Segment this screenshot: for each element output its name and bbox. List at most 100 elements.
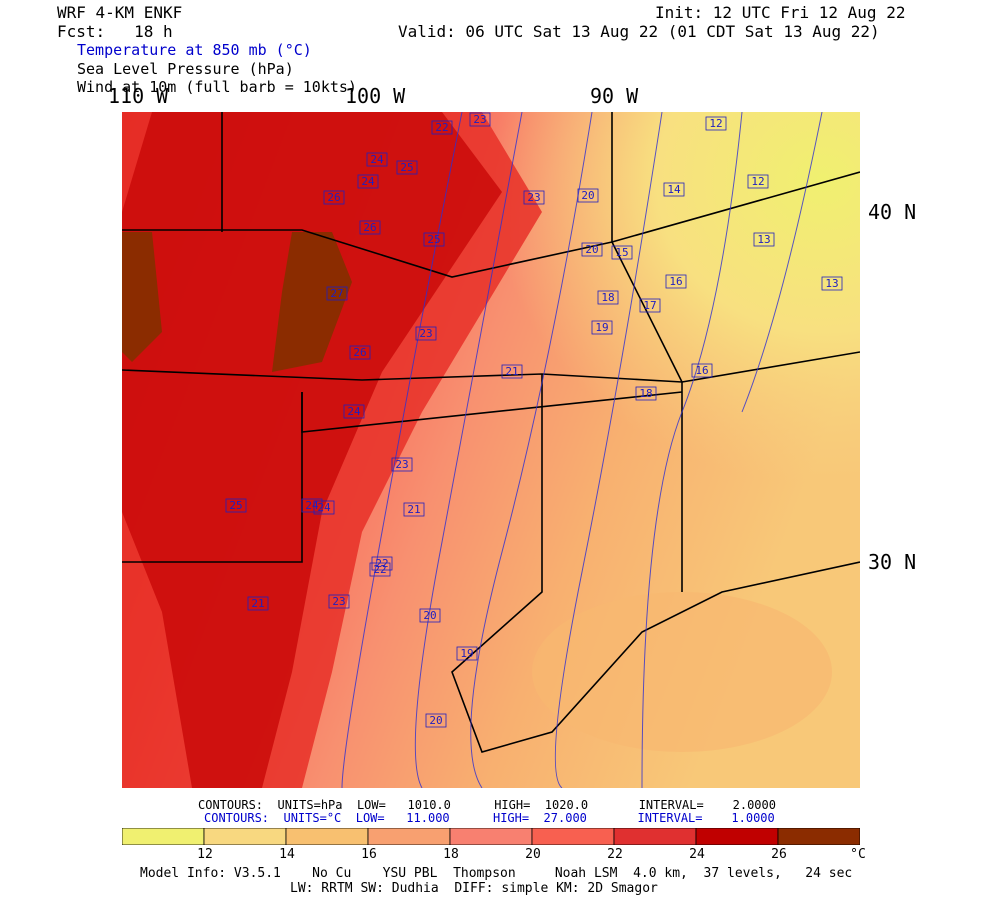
colorbar-swatch (531, 828, 615, 845)
contour-info-temperature: CONTOURS: UNITS=°C LOW= 11.000 HIGH= 27.… (204, 811, 775, 825)
isotherm-label: 24 (305, 499, 319, 512)
isotherm-label-box (597, 290, 619, 305)
isotherm-label: 24 (370, 153, 384, 166)
colorbar-swatch (367, 828, 451, 845)
isotherm-label: 23 (527, 191, 540, 204)
model-info: Model Info: V3.5.1 No Cu YSU PBL Thompso… (140, 866, 853, 881)
isotherm-label: 20 (429, 714, 442, 727)
isotherm-label-box (665, 274, 687, 289)
colorbar-swatch (449, 828, 533, 845)
isotherm-label: 22 (435, 121, 448, 134)
isotherm-label: 19 (460, 647, 473, 660)
isotherm-label-box (359, 220, 381, 235)
isotherm-label: 26 (353, 346, 366, 359)
lat-label-30n: 30 N (868, 550, 917, 574)
isotherm-label: 19 (595, 321, 608, 334)
isotherm-label: 20 (585, 243, 598, 256)
colorbar-tick-26: 26 (771, 847, 787, 862)
isotherm-label: 21 (407, 503, 420, 516)
lon-label-90w: 90 W (590, 84, 639, 108)
lon-label-110w: 110 W (108, 84, 169, 108)
isotherm-label: 24 (347, 405, 361, 418)
isotherm-label: 18 (639, 387, 652, 400)
isotherm-label: 23 (332, 595, 345, 608)
isotherm-label-box (328, 594, 350, 609)
isotherm-label-box (313, 500, 335, 515)
isotherm-label: 25 (400, 161, 413, 174)
isotherm-label: 13 (825, 277, 838, 290)
isotherm-label-box (415, 326, 437, 341)
isotherm-label-box (639, 298, 661, 313)
colorbar-swatch (613, 828, 697, 845)
isotherm-label-box (326, 286, 348, 301)
isotherm-label-box (366, 152, 388, 167)
isotherm-label: 27 (330, 287, 343, 300)
field-wind: Wind at 10m (full barb = 10kts) (77, 78, 357, 96)
isotherm-label-box (747, 174, 769, 189)
colorbar-tick-22: 22 (607, 847, 623, 862)
isotherm-label: 14 (667, 183, 681, 196)
isotherm-label: 18 (601, 291, 614, 304)
isotherm-label: 22 (373, 563, 386, 576)
isotherm-label-box (396, 160, 418, 175)
isotherm-label-box (391, 457, 413, 472)
field-temperature: Temperature at 850 mb (°C) (77, 41, 312, 59)
isotherm-label-box (577, 188, 599, 203)
isotherm-label: 21 (505, 365, 518, 378)
isotherm-label-box (369, 562, 391, 577)
field-pressure: Sea Level Pressure (hPa) (77, 60, 294, 78)
isotherm-label-box (469, 112, 491, 127)
isotherm-label-box (581, 242, 603, 257)
forecast-hour: Fcst: 18 h (57, 22, 173, 41)
model-physics-info: LW: RRTM SW: Dudhia DIFF: simple KM: 2D … (290, 881, 658, 896)
isotherm-label-box (663, 182, 685, 197)
isotherm-label: 12 (709, 117, 722, 130)
isotherm-label: 22 (375, 557, 388, 570)
temperature-color-bar (122, 828, 860, 845)
valid-time: Valid: 06 UTC Sat 13 Aug 22 (01 CDT Sat … (398, 22, 880, 41)
isotherm-label: 26 (363, 221, 376, 234)
isotherm-label-box (301, 498, 323, 513)
isotherm-label: 20 (423, 609, 436, 622)
isotherm-label: 16 (695, 364, 708, 377)
isotherm-label: 13 (757, 233, 770, 246)
isotherm-label-box (431, 120, 453, 135)
isotherm-label-box (705, 116, 727, 131)
isotherm-label: 12 (751, 175, 764, 188)
isotherm-label-box (343, 404, 365, 419)
colorbar-swatch (695, 828, 779, 845)
colorbar-tick-14: 14 (279, 847, 295, 862)
isotherm-label-box (611, 245, 633, 260)
isotherm-label-box (349, 345, 371, 360)
isotherm-label-box (357, 174, 379, 189)
isotherm-label-box (323, 190, 345, 205)
isotherm-label-box (403, 502, 425, 517)
isotherm-label-box (371, 556, 393, 571)
isotherm-label-box (501, 364, 523, 379)
isotherm-label-box (523, 190, 545, 205)
colorbar-unit: °C (850, 847, 866, 862)
model-title: WRF 4-KM ENKF (57, 3, 183, 22)
isotherm-label: 20 (581, 189, 594, 202)
isotherm-label: 24 (317, 501, 331, 514)
isotherm-label-box (247, 596, 269, 611)
isotherm-label-box (425, 713, 447, 728)
init-time: Init: 12 UTC Fri 12 Aug 22 (655, 3, 906, 22)
lon-label-100w: 100 W (345, 84, 406, 108)
isotherm-label: 17 (643, 299, 656, 312)
isotherm-label-box (423, 232, 445, 247)
isotherm-label: 25 (427, 233, 440, 246)
isotherm-label-box (691, 363, 713, 378)
isotherm-label: 25 (229, 499, 242, 512)
colorbar-tick-24: 24 (689, 847, 705, 862)
colorbar-swatch (777, 828, 860, 845)
isotherm-label-box (821, 276, 843, 291)
colorbar-swatch (122, 828, 205, 845)
isotherm-label-box (225, 498, 247, 513)
isotherm-label-box (591, 320, 613, 335)
isotherm-label: 23 (419, 327, 432, 340)
isotherm-label: 23 (395, 458, 408, 471)
isotherm-label-box (635, 386, 657, 401)
isotherm-label-box (456, 646, 478, 661)
colorbar-swatch (203, 828, 287, 845)
